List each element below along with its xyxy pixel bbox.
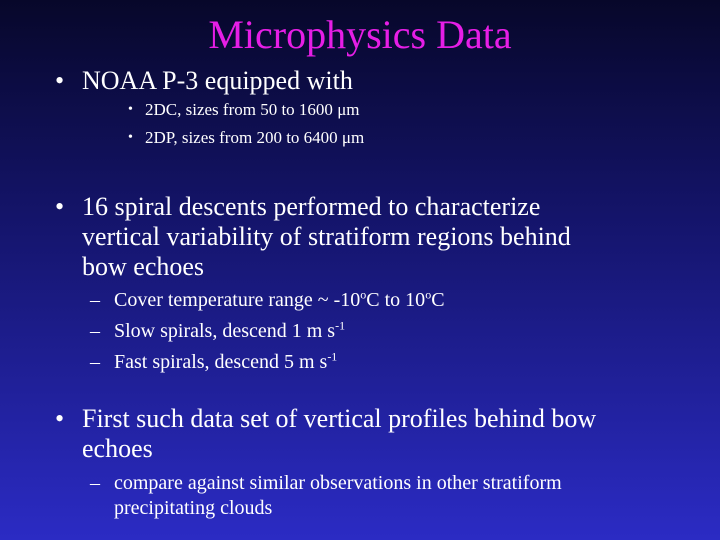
dash-icon: – bbox=[90, 472, 100, 494]
unit-text: μm bbox=[337, 100, 360, 119]
bullet-icon: • bbox=[128, 102, 133, 117]
sub-text: C bbox=[431, 289, 445, 311]
bullet-noaa: • NOAA P-3 equipped with bbox=[55, 66, 695, 96]
sub-bullet-text: 2DC, sizes from 50 to 1600 bbox=[145, 100, 338, 119]
bullet-icon: • bbox=[55, 66, 65, 95]
slide-title: Microphysics Data bbox=[208, 12, 512, 57]
sub-bullet-2dc: • 2DC, sizes from 50 to 1600 μm bbox=[128, 99, 688, 121]
sub-bullet-temperature: – Cover temperature range ~ -10oC to 10o… bbox=[90, 288, 700, 313]
bullet-spirals: • 16 spiral descents performed to charac… bbox=[55, 192, 695, 282]
bullet-text-line3: bow echoes bbox=[82, 252, 205, 281]
superscript: -1 bbox=[335, 318, 346, 333]
bullet-text-line2: echoes bbox=[82, 434, 153, 463]
degree-symbol: o bbox=[425, 287, 432, 302]
bullet-text-line1: 16 spiral descents performed to characte… bbox=[82, 192, 541, 221]
sub-text: C to 10 bbox=[366, 289, 426, 311]
bullet-text-line2: vertical variability of stratiform regio… bbox=[82, 222, 571, 251]
sub-bullet-text: 2DP, sizes from 200 to 6400 bbox=[145, 128, 342, 147]
sub-bullet-fast: – Fast spirals, descend 5 m s-1 bbox=[90, 350, 700, 375]
sub-text: Slow spirals, descend 1 m s bbox=[114, 320, 336, 342]
dash-icon: – bbox=[90, 289, 100, 311]
sub-text-line2: precipitating clouds bbox=[114, 497, 273, 519]
bullet-icon: • bbox=[55, 192, 65, 221]
sub-bullet-slow: – Slow spirals, descend 1 m s-1 bbox=[90, 319, 700, 344]
unit-text: μm bbox=[341, 128, 365, 147]
sub-text: Fast spirals, descend 5 m s bbox=[114, 351, 328, 373]
bullet-icon: • bbox=[128, 130, 133, 145]
dash-icon: – bbox=[90, 320, 100, 342]
bullet-text: NOAA P-3 equipped with bbox=[82, 66, 353, 95]
sub-text: Cover temperature range ~ -10 bbox=[114, 289, 361, 311]
sub-bullet-2dp: • 2DP, sizes from 200 to 6400 μm bbox=[128, 127, 688, 149]
dash-icon: – bbox=[90, 351, 100, 373]
bullet-first-dataset: • First such data set of vertical profil… bbox=[55, 404, 695, 464]
sub-text-line1: compare against similar observations in … bbox=[114, 472, 562, 494]
sub-bullet-compare: – compare against similar observations i… bbox=[90, 471, 710, 521]
degree-symbol: o bbox=[360, 287, 367, 302]
superscript: -1 bbox=[327, 349, 338, 364]
bullet-icon: • bbox=[55, 404, 65, 433]
bullet-text-line1: First such data set of vertical profiles… bbox=[82, 404, 597, 433]
